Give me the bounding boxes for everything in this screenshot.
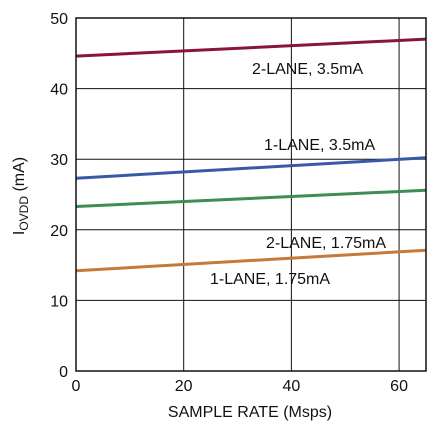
series-line-2 (75, 188, 427, 209)
y-axis-label: IOVDD (mA) (11, 157, 31, 235)
y-axis-label-unit: (mA) (11, 157, 28, 196)
x-tick-label-1: 20 (175, 378, 193, 395)
y-tick-label-4: 40 (50, 82, 68, 99)
y-tick-label-3: 30 (50, 152, 68, 169)
y-tick-label-1: 10 (50, 293, 68, 310)
series-lines (75, 37, 427, 273)
plot-frame (75, 17, 427, 372)
series-line-3 (75, 248, 427, 273)
y-tick-label-2: 20 (50, 223, 68, 240)
series-line-1 (75, 156, 427, 180)
x-tick-labels: 0 20 40 60 (72, 378, 409, 395)
series-label-3: 1-LANE, 1.75mA (210, 271, 330, 288)
x-tick-label-0: 0 (72, 378, 81, 395)
grid (75, 17, 426, 372)
series-label-1: 1-LANE, 3.5mA (264, 137, 375, 154)
y-axis-label-main: I (11, 231, 28, 235)
series-label-2: 2-LANE, 1.75mA (266, 235, 386, 252)
series-label-0: 2-LANE, 3.5mA (252, 61, 363, 78)
x-tick-label-3: 60 (390, 378, 408, 395)
series-labels: 2-LANE, 3.5mA 1-LANE, 3.5mA 2-LANE, 1.75mA… (210, 61, 386, 288)
y-axis-label-subscript: OVDD (17, 196, 31, 231)
y-tick-label-5: 50 (50, 11, 68, 28)
series-line-0 (75, 37, 427, 58)
y-tick-label-0: 0 (59, 364, 68, 381)
x-axis-label: SAMPLE RATE (Msps) (168, 404, 332, 421)
x-tick-label-2: 40 (282, 378, 300, 395)
y-tick-labels: 0 10 20 30 40 50 (50, 11, 68, 381)
